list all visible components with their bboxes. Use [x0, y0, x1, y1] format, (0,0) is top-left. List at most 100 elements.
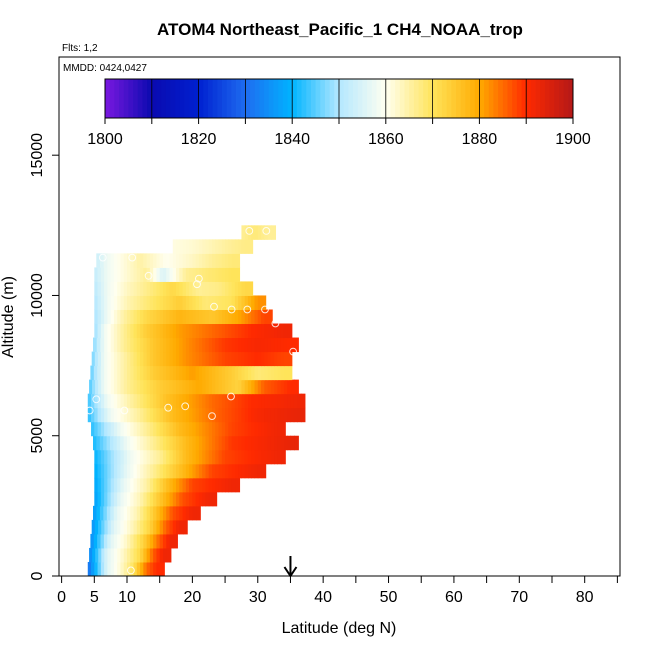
- heatmap-cell: [205, 239, 210, 254]
- heatmap-cell: [136, 295, 141, 310]
- heatmap-cell: [189, 435, 193, 451]
- heatmap-cell: [91, 351, 96, 367]
- heatmap-cell: [231, 351, 236, 367]
- heatmap-cell: [267, 435, 272, 451]
- heatmap-cell: [149, 519, 154, 535]
- heatmap-cell: [127, 253, 131, 268]
- heatmap-cell: [149, 365, 154, 381]
- plot-frame: [58, 56, 621, 577]
- heatmap-cell: [270, 337, 275, 353]
- heatmap-cell: [228, 365, 233, 381]
- heatmap-cell: [205, 407, 210, 423]
- colorbar-swatch: [334, 79, 340, 118]
- heatmap-cell: [221, 351, 226, 367]
- y-tick-label: 0: [29, 571, 46, 580]
- heatmap-cell: [234, 365, 239, 381]
- heatmap-cell: [221, 435, 226, 451]
- heatmap-cell: [149, 407, 154, 423]
- heatmap-cell: [192, 379, 197, 395]
- heatmap-cell: [104, 561, 108, 577]
- heatmap-cell: [179, 505, 184, 521]
- heatmap-cell: [257, 365, 262, 381]
- heatmap-cell: [143, 323, 148, 339]
- heatmap-cell: [100, 267, 105, 282]
- heatmap-cell: [140, 253, 144, 268]
- heatmap-cell: [117, 519, 122, 535]
- heatmap-cell: [192, 449, 197, 465]
- heatmap-cell: [195, 351, 200, 367]
- heatmap-cell: [228, 379, 233, 395]
- heatmap-cell: [185, 365, 190, 381]
- heatmap-cell: [120, 435, 125, 451]
- heatmap-cell: [166, 393, 171, 409]
- heatmap-cell: [244, 449, 249, 465]
- heatmap-cell: [146, 421, 151, 437]
- heatmap-cell: [277, 421, 282, 437]
- heatmap-cell: [215, 379, 220, 395]
- heatmap-cell: [257, 351, 262, 367]
- heatmap-cell: [261, 379, 265, 395]
- heatmap-cell: [146, 393, 151, 409]
- heatmap-cell: [143, 505, 148, 521]
- heatmap-cell: [172, 519, 177, 535]
- heatmap-cell: [221, 393, 226, 409]
- heatmap-cell: [110, 379, 115, 395]
- colorbar-swatch: [114, 79, 120, 118]
- heatmap-cell: [110, 393, 115, 409]
- heatmap-cell: [143, 547, 148, 563]
- observation-point: [144, 271, 153, 280]
- heatmap-cell: [133, 267, 138, 282]
- heatmap-cell: [166, 519, 171, 535]
- heatmap-cell: [251, 435, 256, 451]
- heatmap-cell: [143, 435, 148, 451]
- heatmap-cell: [130, 477, 135, 493]
- heatmap-cell: [251, 393, 256, 409]
- heatmap-cell: [270, 449, 275, 465]
- heatmap-cell: [123, 477, 128, 493]
- heatmap-cell: [172, 281, 177, 296]
- heatmap-cell: [208, 267, 213, 282]
- heatmap-cell: [274, 337, 278, 353]
- heatmap-cell: [94, 309, 99, 325]
- heatmap-cell: [185, 435, 190, 451]
- heatmap-cell: [218, 407, 223, 423]
- heatmap-cell: [153, 505, 158, 521]
- heatmap-cell: [153, 547, 158, 563]
- heatmap-cell: [146, 491, 151, 507]
- heatmap-cell: [208, 365, 213, 381]
- heatmap-cell: [169, 463, 174, 479]
- heatmap-cell: [100, 281, 105, 296]
- heatmap-cell: [205, 463, 210, 479]
- heatmap-cell: [254, 295, 259, 310]
- heatmap-cell: [257, 309, 262, 325]
- heatmap-cell: [198, 309, 203, 325]
- heatmap-cell: [212, 421, 216, 437]
- colorbar-swatch: [353, 79, 359, 118]
- heatmap-cell: [133, 547, 138, 563]
- heatmap-cell: [153, 477, 158, 493]
- heatmap-cell: [228, 393, 233, 409]
- heatmap-cell: [166, 323, 171, 339]
- heatmap-cell: [130, 463, 135, 479]
- heatmap-cell: [254, 309, 259, 325]
- heatmap-cell: [195, 393, 200, 409]
- heatmap-cell: [257, 435, 262, 451]
- heatmap-cell: [179, 421, 184, 437]
- heatmap-cell: [136, 505, 141, 521]
- heatmap-cell: [212, 337, 216, 353]
- heatmap-cell: [195, 281, 200, 296]
- heatmap-cell: [185, 491, 190, 507]
- heatmap-cell: [202, 295, 207, 310]
- heatmap-cell: [159, 323, 164, 339]
- heatmap-cell: [133, 295, 138, 310]
- heatmap-cell: [185, 505, 190, 521]
- heatmap-cell: [162, 547, 168, 563]
- heatmap-cell: [136, 351, 141, 367]
- heatmap-cell: [247, 421, 252, 437]
- heatmap-cell: [136, 561, 141, 577]
- heatmap-cell: [149, 253, 154, 268]
- heatmap-cell: [277, 435, 282, 451]
- heatmap-cell: [241, 309, 246, 325]
- heatmap-cell: [123, 351, 128, 367]
- heatmap-cell: [297, 407, 302, 423]
